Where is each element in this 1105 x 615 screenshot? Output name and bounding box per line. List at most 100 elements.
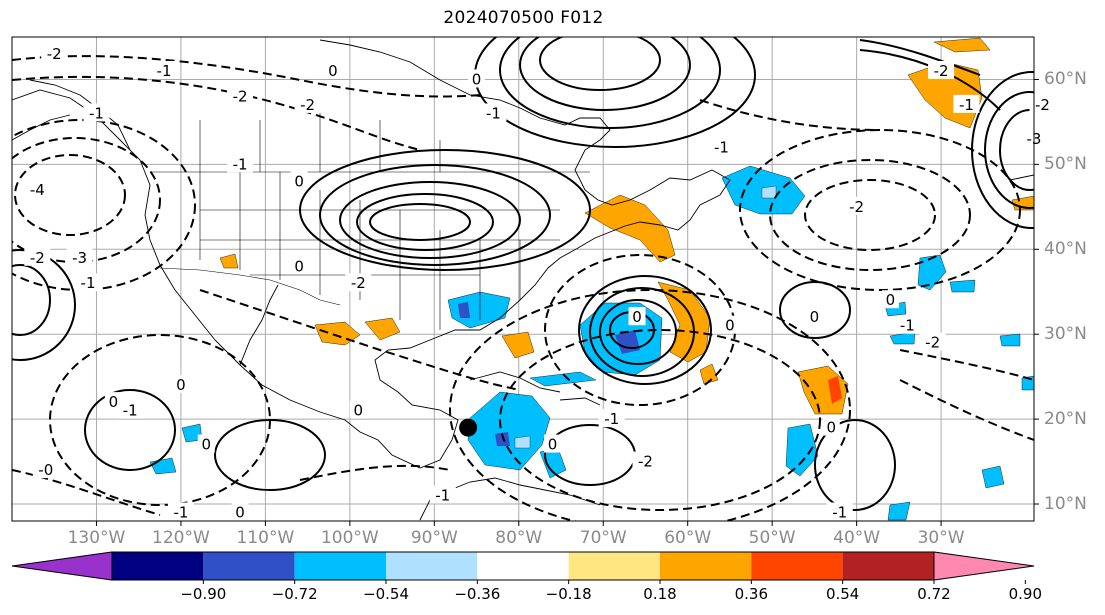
latitude-label: 20°N [1044,409,1087,430]
contour-label: -1 [832,504,847,522]
contour-label-bg [231,502,249,521]
contour-label: 0 [472,70,482,88]
longitude-label: 30°W [917,528,965,548]
contour-label-bg [953,94,980,113]
storm-marker [459,418,478,437]
colorbar-label: −0.18 [545,585,592,603]
contour-label-bg [628,307,646,326]
longitude-label: 100°W [320,528,379,548]
contour-label: -1 [486,104,501,122]
colorbar [11,551,1035,584]
contour-label: -0 [38,461,53,479]
contour-label-bg [349,400,367,419]
contour-label-bg [881,290,899,309]
contour-label: -1 [435,487,450,505]
contour-label-bg [117,400,144,419]
contour-label: -1 [233,155,248,173]
contour-label-bg [83,103,110,122]
colorbar-segment [477,552,569,580]
contour-label: 0 [886,291,896,309]
contour-label-bg [928,60,955,79]
contour-label-bg [24,247,51,266]
map-title: 2024070500 F012 [443,8,604,28]
contour-label: -2 [47,45,62,63]
colorbar-label: 0.90 [1008,585,1043,603]
contour-label-bg [172,375,190,394]
contour-label: -1 [604,410,619,428]
contour-label-bg [167,502,194,521]
contour-label: 0 [827,419,837,437]
colorbar-frame [111,551,935,581]
colorbar-extend-high [933,551,1035,581]
contour-label: -1 [714,138,729,156]
longitude-label: 60°W [664,528,712,548]
colorbar-label: −0.36 [454,585,501,603]
contour-label: -3 [72,249,87,267]
shaded-fields [149,37,1034,521]
contour-label-bg [294,94,321,113]
contour-label-bg [197,434,215,453]
colorbar-label: −0.90 [180,585,227,603]
longitude-label: 50°W [748,528,796,548]
contour-label-bg [721,315,739,334]
coastlines [12,39,1034,521]
political-borders [150,110,590,330]
contour-label: 0 [294,172,304,190]
colorbar-label: −0.54 [363,585,409,603]
contour-label-bg [227,86,254,105]
longitude-label: 130°W [67,528,126,548]
contour-label-bg [843,196,870,215]
contour-label: -1 [173,504,188,522]
latitude-label: 10°N [1044,494,1087,515]
contour-label: 0 [294,257,304,275]
contour-label: -2 [925,334,940,352]
contour-label-bg [24,179,51,198]
contour-label: -1 [900,317,915,335]
colorbar-segment [112,552,204,580]
colorbar-extend-low [11,551,113,581]
contour-label-bg [598,409,625,428]
colorbar-label: 0.72 [917,585,951,603]
contour-label: 0 [176,376,186,394]
contour-label: -1 [959,96,974,114]
contour-label: -4 [30,181,45,199]
colorbar-label: 0.18 [643,585,677,603]
contour-label-bg [708,137,735,156]
contour-label-bg [227,154,254,173]
longitude-label: 110°W [236,528,295,548]
contour-label: -2 [1035,96,1050,114]
contour-label-bg [290,256,308,275]
contour-label: -1 [123,402,138,420]
contour-label-bg [826,502,853,521]
longitude-label: 40°W [833,528,881,548]
longitude-label: 90°W [410,528,458,548]
contour-label-bg [345,273,372,292]
contour-label-bg [429,485,456,504]
colorbar-segment [751,552,843,580]
contour-label: -1 [89,104,104,122]
contour-label-bg [66,247,93,266]
contour-label-bg [544,434,562,453]
contour-label-bg [632,451,659,470]
colorbar-segment [842,552,934,580]
colorbar-segment [386,552,478,580]
contour-label: -2 [30,249,45,267]
contour-label-bg [919,332,946,351]
contour-label: 0 [548,436,558,454]
colorbar-label: −0.72 [271,585,318,603]
colorbar-segment [294,552,386,580]
latitude-label: 30°N [1044,324,1087,345]
contour-label-bg [75,273,102,292]
contour-label-bg [290,171,308,190]
colorbar-label: 0.36 [734,585,769,603]
axis-ticks [95,78,1039,526]
contour-label: -2 [300,96,315,114]
colorbar-label: 0.54 [825,585,860,603]
longitude-label: 70°W [579,528,627,548]
contour-label-bg [32,460,59,479]
contour-label: 0 [632,308,642,326]
latitude-label: 60°N [1044,69,1087,90]
colorbar-segment [660,552,752,580]
